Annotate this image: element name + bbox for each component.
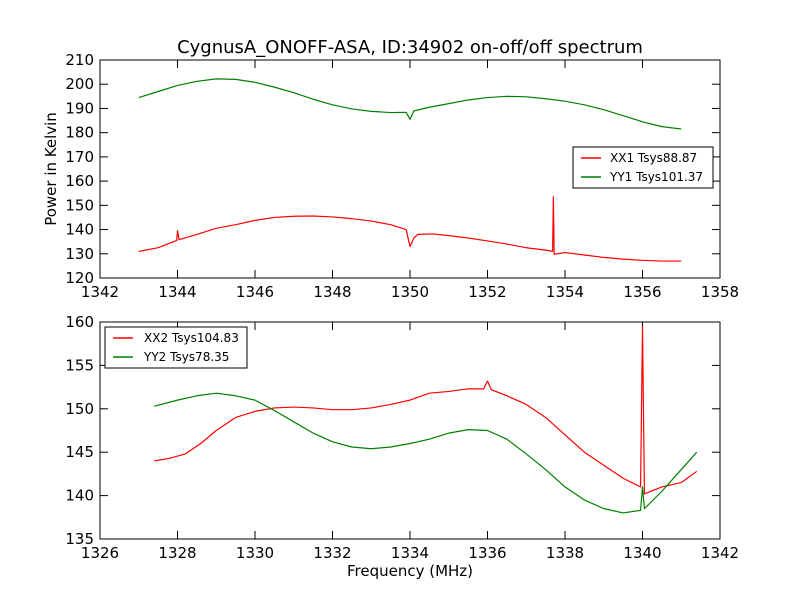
x-tick-label: 1340	[623, 544, 661, 562]
x-tick-label: 1332	[313, 544, 351, 562]
y-tick-label: 150	[65, 196, 94, 214]
top-chart-ticks: 1342 1344 1346 1348 1350 1352 1354 1356 1358 120 1…	[65, 51, 739, 301]
y-tick-label: 200	[65, 75, 94, 93]
top-chart-legend: XX1 Tsys88.87 YY1 Tsys101.37	[572, 146, 714, 189]
x-tick-label: 1356	[623, 283, 661, 301]
y-tick-label: 160	[65, 313, 94, 331]
series-line-yy2	[154, 392, 698, 514]
y-tick-label: 120	[65, 269, 94, 287]
top-chart-plot-frame	[99, 59, 721, 279]
x-tick-label: 1326	[81, 544, 119, 562]
y-tick-label: 150	[65, 400, 94, 418]
bottom-chart-ticks: 1326 1328 1330 1332 1334 1336 1338 1340 1342 135 1…	[65, 313, 739, 562]
legend-box	[572, 146, 714, 189]
x-tick-label: 1342	[701, 544, 739, 562]
x-tick-label: 1344	[158, 283, 196, 301]
bottom-chart-series	[154, 325, 698, 514]
x-tick-label: 1334	[391, 544, 429, 562]
x-axis-label: Frequency (MHz)	[347, 562, 473, 580]
x-tick-label: 1352	[468, 283, 506, 301]
y-tick-label: 140	[65, 487, 94, 505]
legend-label-xx1: XX1 Tsys88.87	[610, 151, 697, 165]
y-tick-label: 160	[65, 172, 94, 190]
x-tick-label: 1338	[546, 544, 584, 562]
y-tick-label: 130	[65, 245, 94, 263]
x-tick-label: 1330	[236, 544, 274, 562]
y-axis-label: Power in Kelvin	[42, 112, 60, 226]
series-line-xx1	[138, 196, 682, 262]
x-tick-label: 1354	[546, 283, 584, 301]
top-chart: CygnusA_ONOFF-ASA, ID:34902 on-off/off s…	[42, 37, 739, 301]
x-tick-label: 1342	[81, 283, 119, 301]
series-line-yy1	[138, 78, 682, 130]
legend-label-xx2: XX2 Tsys104.83	[144, 331, 239, 345]
x-tick-label: 1336	[468, 544, 506, 562]
top-chart-series	[138, 78, 682, 262]
y-tick-label: 140	[65, 221, 94, 239]
y-tick-label: 135	[65, 530, 94, 548]
y-tick-label: 145	[65, 443, 94, 461]
y-tick-label: 155	[65, 356, 94, 374]
y-tick-label: 210	[65, 51, 94, 69]
y-tick-label: 170	[65, 148, 94, 166]
bottom-chart: Frequency (MHz) 1326 1328 1330 1332 1334 1336…	[65, 313, 739, 580]
legend-label-yy2: YY2 Tsys78.35	[143, 350, 229, 364]
legend-box	[104, 326, 248, 369]
series-line-xx2	[154, 325, 698, 495]
legend-label-yy1: YY1 Tsys101.37	[609, 170, 703, 184]
x-tick-label: 1348	[313, 283, 351, 301]
chart-title: CygnusA_ONOFF-ASA, ID:34902 on-off/off s…	[177, 37, 643, 58]
y-tick-label: 190	[65, 99, 94, 117]
x-tick-label: 1346	[236, 283, 274, 301]
bottom-chart-legend: XX2 Tsys104.83 YY2 Tsys78.35	[104, 326, 248, 369]
bottom-chart-plot-frame	[99, 321, 721, 540]
y-tick-label: 180	[65, 124, 94, 142]
x-tick-label: 1350	[391, 283, 429, 301]
x-tick-label: 1358	[701, 283, 739, 301]
x-tick-label: 1328	[158, 544, 196, 562]
